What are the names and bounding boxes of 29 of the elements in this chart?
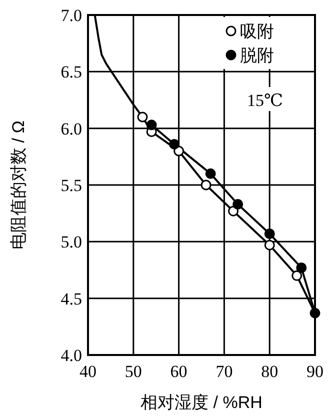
point [205,168,216,179]
point [292,270,302,281]
legend-label: 脱附 [240,46,274,65]
y-tick-label: 4.5 [60,289,82,308]
y-axis-title: 电阻值的对数 / Ω [9,120,28,250]
x-tick-label: 60 [170,362,188,381]
legend-label: 吸附 [240,22,274,41]
point [232,199,244,210]
x-tick-label: 50 [124,362,142,381]
annotation: 15℃ [246,91,284,110]
x-tick-label: 40 [80,362,96,381]
y-tick-label: 6.0 [60,119,82,138]
point [169,138,180,150]
x-tick-label: 90 [306,362,324,381]
point [296,262,307,273]
point [200,180,212,190]
x-axis-title: 相对湿度 / %RH [140,393,262,412]
y-tick-label: 7.0 [60,6,82,25]
y-tick-label: 5.5 [60,176,82,195]
x-tick-label: 80 [261,362,278,381]
y-tick-label: 4.0 [60,346,82,365]
point [264,240,275,250]
point [137,112,148,122]
x-tick-label: 70 [216,362,233,381]
point [264,228,275,239]
y-tick-label: 6.5 [60,62,82,82]
point [310,308,320,318]
point [146,120,157,130]
y-tick-label: 5.0 [60,232,82,252]
